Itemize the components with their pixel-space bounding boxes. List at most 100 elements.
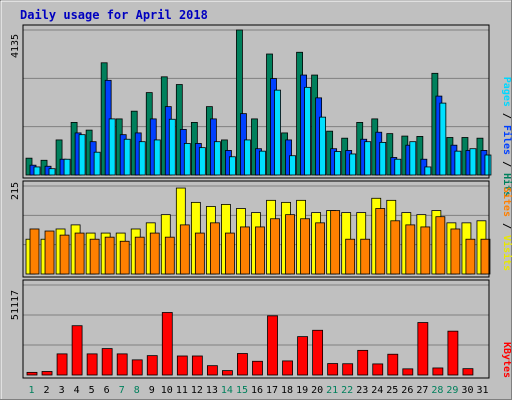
bar-kbytes (402, 368, 414, 376)
bar-pages (108, 118, 116, 176)
x-tick-label: 23 (356, 385, 368, 396)
bar-kbytes (432, 367, 444, 376)
bar-hits (386, 133, 394, 176)
legend-separator-2: / (501, 155, 512, 173)
x-tick-label: 31 (476, 385, 488, 396)
bar-pages (93, 151, 101, 176)
bar-sites (480, 238, 491, 275)
bar-sites (29, 228, 40, 275)
x-tick-label: 25 (386, 385, 398, 396)
x-tick-label: 28 (431, 385, 443, 396)
bar-sites (450, 228, 461, 275)
bar-kbytes (462, 368, 474, 376)
bar-kbytes (56, 353, 68, 376)
bar-sites (270, 218, 280, 275)
bar-pages (274, 89, 281, 176)
bar-kbytes (86, 353, 98, 376)
bar-sites (420, 226, 431, 275)
x-tick-label: 22 (341, 385, 353, 396)
bar-sites (255, 226, 265, 275)
x-tick-label: 19 (296, 385, 308, 396)
bar-sites (89, 238, 100, 275)
bar-hits (416, 136, 424, 176)
bar-pages (289, 155, 296, 176)
bar-pages (379, 141, 387, 176)
bar-kbytes (116, 353, 128, 376)
legend-separator-1: / (501, 107, 512, 125)
bar-pages (334, 151, 342, 176)
bar-pages (138, 141, 146, 176)
bar-pages (319, 116, 327, 176)
bar-pages (153, 139, 161, 176)
bar-pages (304, 86, 311, 176)
x-tick-label: 29 (446, 385, 458, 396)
x-tick-label: 16 (251, 385, 263, 396)
x-tick-label: 12 (191, 385, 203, 396)
bar-kbytes (101, 348, 113, 376)
x-tick-label: 17 (266, 385, 278, 396)
bar-hits (55, 139, 63, 176)
bar-kbytes (297, 336, 308, 376)
bar-kbytes (146, 355, 158, 376)
panel1-legend: Pages / Files / Hits (501, 77, 512, 197)
bar-sites (44, 230, 55, 275)
bar-pages (469, 148, 477, 176)
bar-kbytes (387, 353, 399, 376)
bar-sites (209, 222, 220, 275)
bar-pages (394, 158, 402, 176)
x-tick-label: 11 (176, 385, 188, 396)
bar-kbytes (222, 370, 233, 376)
x-tick-label: 4 (74, 385, 80, 396)
x-tick-label: 24 (371, 385, 383, 396)
bar-sites (225, 232, 235, 275)
bar-sites (300, 218, 310, 275)
x-tick-label: 30 (461, 385, 473, 396)
bar-pages (229, 156, 236, 176)
legend-separator-3: / (501, 217, 512, 235)
bar-pages (123, 138, 131, 176)
bar-pages (484, 154, 492, 176)
x-tick-label: 2 (44, 385, 50, 396)
x-tick-label: 7 (119, 385, 125, 396)
panel3-gridlines (23, 284, 489, 346)
bar-kbytes (267, 315, 278, 376)
panel3-bars (26, 312, 474, 376)
bar-kbytes (131, 359, 143, 376)
bar-pages (63, 158, 71, 176)
bar-sites (405, 224, 416, 275)
bar-pages (244, 139, 251, 176)
legend-files: Files (501, 125, 512, 155)
panel2-bars (25, 187, 491, 275)
bar-kbytes (252, 360, 263, 376)
bar-kbytes (342, 363, 354, 376)
panel3-border (22, 279, 490, 379)
bar-sites (104, 236, 115, 275)
bar-kbytes (282, 360, 293, 376)
x-tick-label: 27 (416, 385, 428, 396)
bar-kbytes (447, 330, 459, 376)
x-tick-label: 6 (104, 385, 110, 396)
x-tick-label: 20 (311, 385, 323, 396)
bar-kbytes (191, 355, 203, 376)
bar-kbytes (312, 329, 324, 376)
x-tick-label: 26 (401, 385, 413, 396)
panel-hits-files-pages: 4135 Pages / Files / Hits (10, 24, 512, 197)
bar-kbytes (206, 365, 218, 376)
bar-kbytes (161, 312, 173, 376)
bar-sites (119, 240, 130, 275)
x-tick-label: 10 (161, 385, 173, 396)
bar-kbytes (327, 363, 339, 376)
bar-kbytes (71, 325, 83, 376)
bar-hits (251, 118, 258, 176)
bar-sites (74, 232, 85, 275)
bar-pages (364, 141, 372, 176)
x-tick-label: 21 (326, 385, 338, 396)
x-tick-label: 1 (29, 385, 35, 396)
panel1-max-label: 4135 (10, 34, 21, 58)
legend-pages: Pages (501, 77, 512, 107)
legend-sites: Sites (501, 187, 512, 217)
bar-sites (330, 210, 341, 275)
bar-pages (454, 150, 462, 176)
bar-pages (259, 150, 266, 176)
